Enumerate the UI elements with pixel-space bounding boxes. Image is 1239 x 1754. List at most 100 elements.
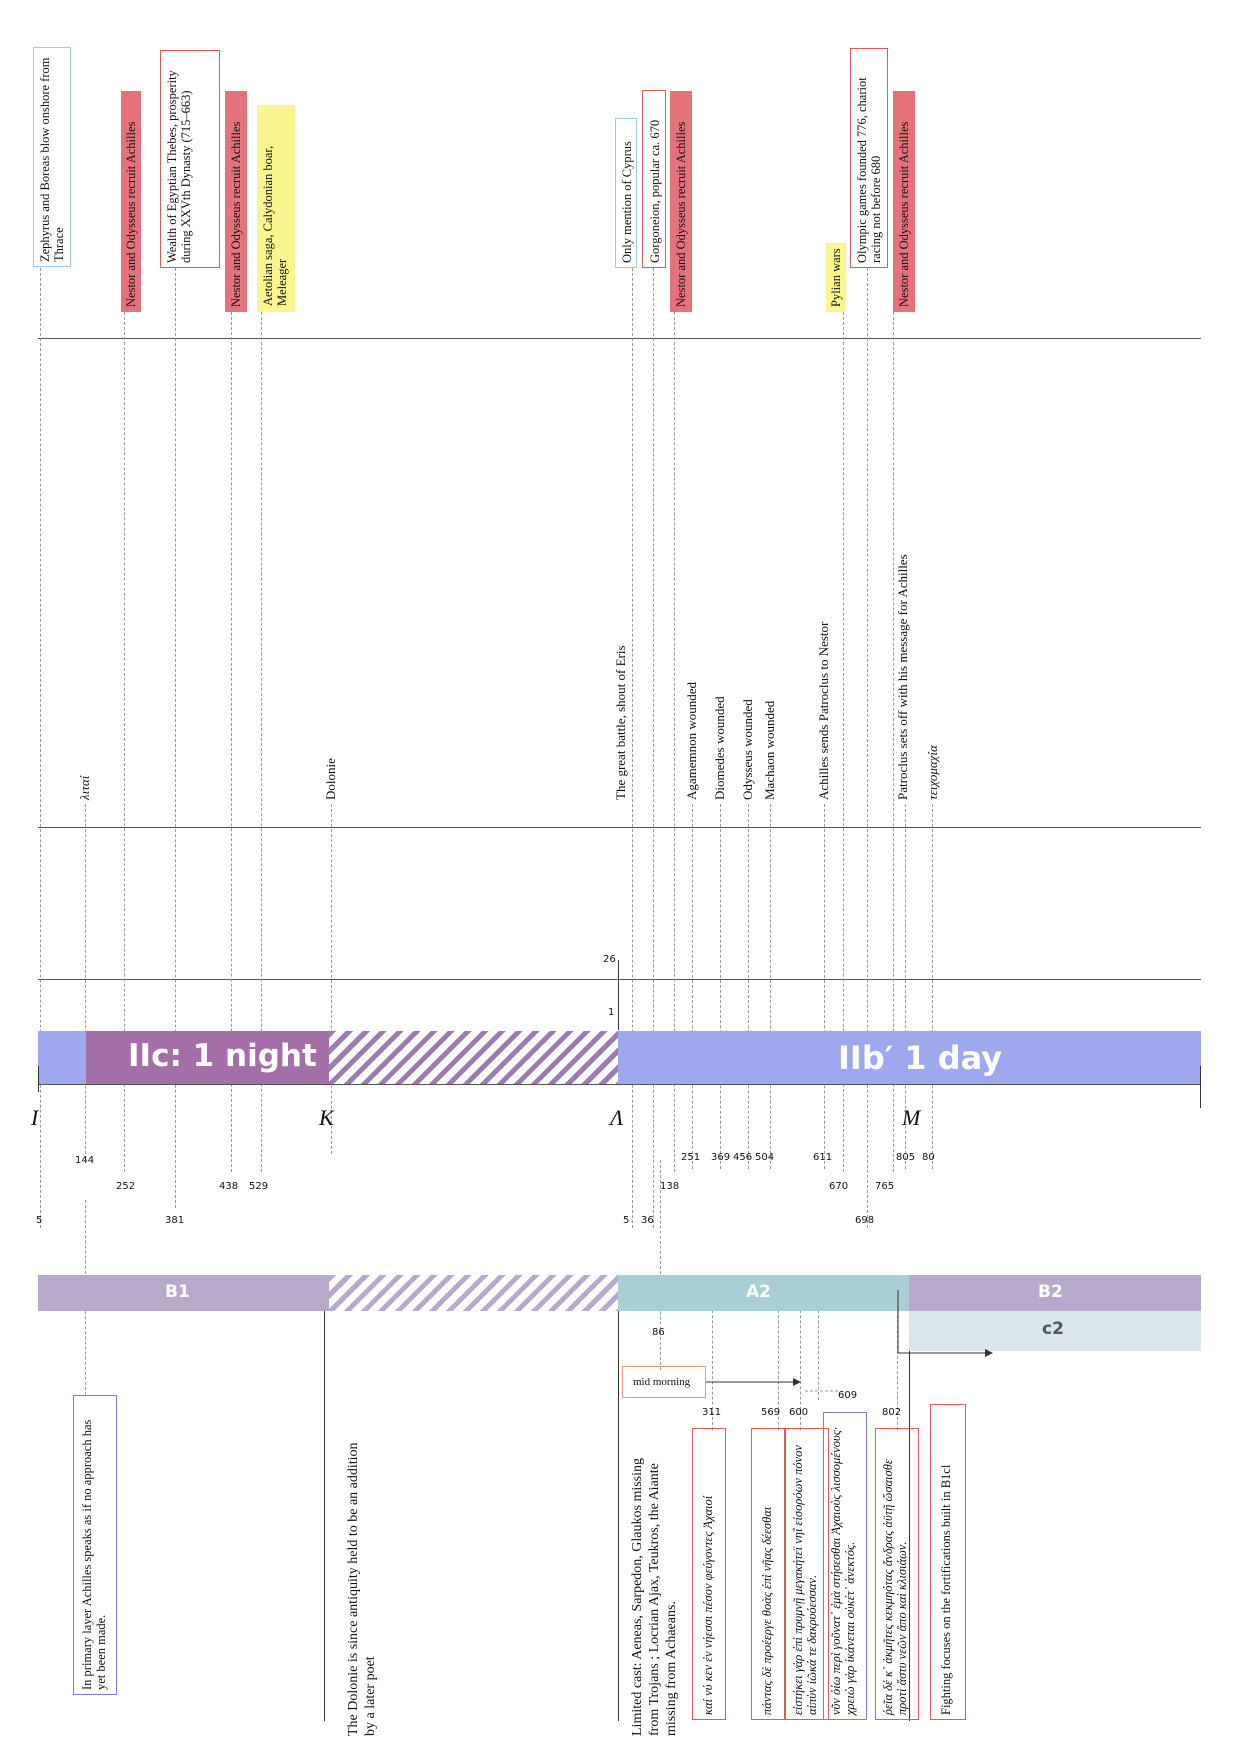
note-olympic-text: Olympic games founded 776, chariot racin… [855,77,883,263]
line-number: 80 [922,1152,935,1163]
segment-b1-label: B1 [165,1282,190,1302]
note-nestor-recruit-3-text: Nestor and Odysseus recruit Achilles [674,121,688,307]
label-great-battle: The great battle, shout of Eris [613,645,628,800]
line-number: 802 [882,1407,902,1418]
note-aetolian: Aetolian saga, Calydonian boar, Meleager [257,105,295,312]
line-number: 252 [116,1181,136,1192]
note-greek-3: εἰστήκει γὰρ ἐπὶ πρυμνῇ μεγακήτεϊ νηΐ εἰ… [785,1428,829,1720]
note-nestor-recruit-4-text: Nestor and Odysseus recruit Achilles [897,121,911,307]
connector-line [261,312,262,1172]
dash-609 [805,1390,839,1392]
line-number: 569 [761,1407,781,1418]
note-nestor-recruit-3: Nestor and Odysseus recruit Achilles [670,91,692,312]
segment-b1 [38,1275,329,1311]
line-number: 805 [896,1152,916,1163]
note-mid-morning-text: mid morning [633,1376,691,1388]
segment-a2-label: A2 [746,1282,771,1302]
label-achilles-sends: Achilles sends Patroclus to Nestor [816,621,831,800]
note-dolonie: The Dolonie is since antiquity held to b… [340,1440,384,1740]
note-cyprus-text: Only mention of Cyprus [620,141,634,263]
line-number: 138 [660,1181,680,1192]
note-greek-4-text: νῦν ὀίω περὶ γοῦνατ᾽ ἐμὰ στήσεσθαι Ἀχαιο… [829,1427,857,1715]
line-number: 698 [855,1215,875,1226]
timeline-base-line [38,1084,1201,1085]
line-number: 611 [813,1152,833,1163]
line-number: 670 [829,1181,849,1192]
note-limited-cast-text: Limited cast: Aeneas, Sarpedon, Glaukos … [630,1457,679,1736]
tick-1: 1 [608,1007,615,1018]
timeline-edge [1200,1066,1201,1108]
connector-line [674,312,675,1172]
note-nestor-recruit-1-text: Nestor and Odysseus recruit Achilles [124,121,138,307]
timeline-band-night [86,1031,329,1084]
connector-line [932,804,933,1169]
note-nestor-recruit-1: Nestor and Odysseus recruit Achilles [121,91,141,312]
note-greek-1: καί νύ κεν ἐν νήεσσι πέσον φεύγοντες Ἀχα… [692,1428,726,1720]
note-fortifications: Fighting focuses on the fortifications b… [930,1404,966,1720]
note-greek-2-text: πάντας δὲ προέεργε θοὰς ἐπὶ νῆας δέεσθαι [760,1506,774,1715]
line-number: 504 [755,1152,775,1163]
note-gorgoneion-text: Gorgoneion, popular ca. 670 [648,119,662,263]
timeline-band-day [618,1031,1201,1084]
note-pylian: Pylian wars [826,243,846,312]
note-fortifications-text: Fighting focuses on the fortifications b… [939,1464,953,1715]
note-nestor-recruit-2: Nestor and Odysseus recruit Achilles [225,91,247,312]
segment-hatched [329,1275,618,1311]
line-number: 765 [875,1181,895,1192]
connector-line [40,268,41,1228]
connector-line [905,804,906,1169]
note-cyprus: Only mention of Cyprus [615,118,637,268]
section-divider [909,1351,910,1721]
timeline-top-divider [38,979,1201,980]
connector-line [800,1300,801,1430]
note-olympic: Olympic games founded 776, chariot racin… [850,48,888,268]
connector-line [778,1300,779,1430]
note-primary-layer: In primary layer Achilles speaks as if n… [73,1395,117,1695]
note-mid-morning: mid morning [622,1366,706,1398]
connector-line [893,312,894,1172]
note-thebes: Wealth of Egyptian Thebes, prosperity du… [160,50,220,268]
connector-line [653,268,654,1228]
section-divider [618,1311,619,1721]
line-number: 381 [165,1215,185,1226]
segment-c2 [909,1311,1201,1351]
note-pylian-text: Pylian wars [829,248,843,307]
arrow-mid-morning [706,1378,801,1386]
connector-line [867,268,868,1228]
section-divider [324,1311,325,1721]
line-number: 600 [789,1407,809,1418]
note-greek-1-text: καί νύ κεν ἐν νήεσσι πέσον φεύγοντες Ἀχα… [701,1495,715,1715]
connector-line [692,804,693,1169]
connector-line [818,1300,819,1400]
label-agamemnon-wounded: Agamemnon wounded [684,681,699,800]
line-number: 5 [36,1215,43,1226]
line-number: 5 [623,1215,630,1226]
connector-line [843,312,844,1172]
note-nestor-recruit-4: Nestor and Odysseus recruit Achilles [893,91,915,312]
connector-line [712,1300,713,1430]
segment-b2-label: B2 [1038,1282,1063,1302]
connector-line [632,268,633,1228]
arrow-to-c2 [897,1290,993,1357]
connector-line [231,312,232,1172]
timeline-night-label: IIc: 1 night [128,1038,317,1074]
segment-a2 [618,1275,909,1311]
connector-line [770,804,771,1169]
line-number: 86 [652,1327,665,1338]
connector-line [124,312,125,1172]
note-greek-5: ῥεῖα δέ κ᾽ ἀκμῆτες κεκμηότας ἄνδρας ἀϋτῇ… [875,1428,919,1720]
connector-line [720,804,721,1169]
tick-26: 26 [603,954,616,965]
line-number: 311 [702,1407,722,1418]
label-diomedes-wounded: Diomedes wounded [712,696,727,800]
note-nestor-recruit-2-text: Nestor and Odysseus recruit Achilles [229,121,243,307]
line-number: 251 [681,1152,701,1163]
label-teichomachia: τειχομαχία [925,745,940,800]
book-letter-i: I [31,1105,39,1130]
book-letter-k: K [319,1105,334,1130]
segment-b2 [909,1275,1201,1311]
label-litai: λιταί [77,775,92,800]
note-limited-cast: Limited cast: Aeneas, Sarpedon, Glaukos … [625,1440,689,1740]
connector-line [660,1160,661,1370]
connector-line [85,804,86,1159]
